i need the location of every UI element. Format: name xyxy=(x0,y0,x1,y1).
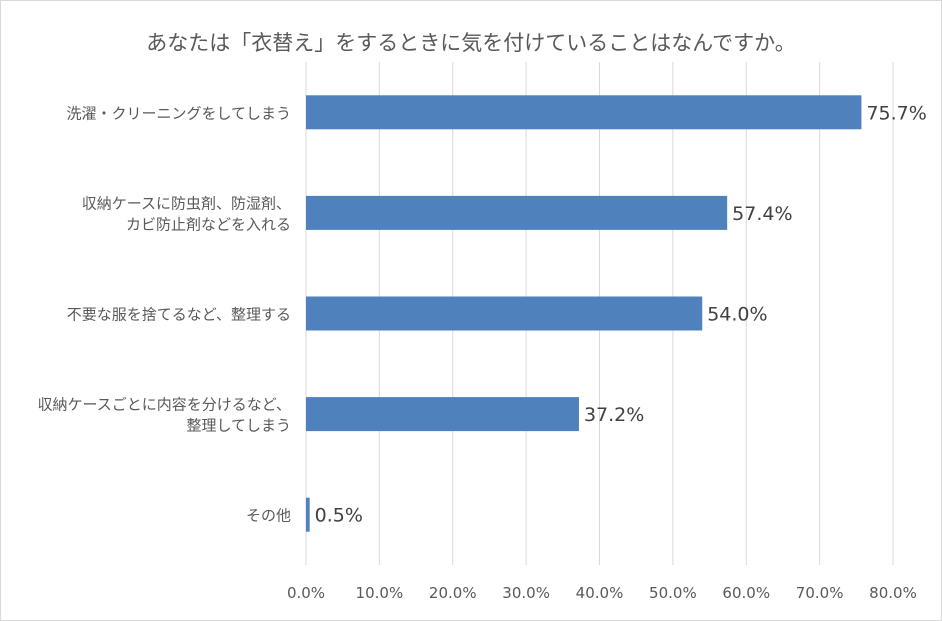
category-label: カビ防止剤などを入れる xyxy=(126,215,291,233)
data-label: 57.4% xyxy=(732,203,792,225)
x-tick-label: 40.0% xyxy=(576,584,624,602)
bar xyxy=(306,296,703,331)
category-label: 収納ケースに防虫剤、防湿剤、 xyxy=(82,194,291,212)
x-tick-label: 80.0% xyxy=(869,584,917,602)
x-tick-label: 0.0% xyxy=(287,584,325,602)
category-label: 収納ケースごとに内容を分けるなど、 xyxy=(37,396,291,414)
bar xyxy=(306,95,862,130)
data-label: 54.0% xyxy=(707,304,767,326)
x-tick-label: 20.0% xyxy=(429,584,477,602)
data-label: 75.7% xyxy=(866,102,926,124)
chart-title: あなたは「衣替え」をするときに気を付けていることはなんですか。 xyxy=(146,31,796,55)
bar xyxy=(306,397,579,432)
category-label: 洗濯・クリーニングをしてしまう xyxy=(66,104,291,122)
data-label: 37.2% xyxy=(584,404,644,426)
bar xyxy=(306,497,310,532)
bar xyxy=(306,195,728,230)
category-label: 不要な服を捨てるなど、整理する xyxy=(67,306,291,324)
x-tick-label: 30.0% xyxy=(502,584,550,602)
x-tick-label: 50.0% xyxy=(649,584,697,602)
x-tick-label: 60.0% xyxy=(722,584,770,602)
category-label: 整理してしまう xyxy=(186,417,291,435)
x-tick-label: 10.0% xyxy=(356,584,404,602)
x-tick-label: 70.0% xyxy=(796,584,844,602)
category-label: その他 xyxy=(246,507,291,525)
data-label: 0.5% xyxy=(315,505,363,527)
